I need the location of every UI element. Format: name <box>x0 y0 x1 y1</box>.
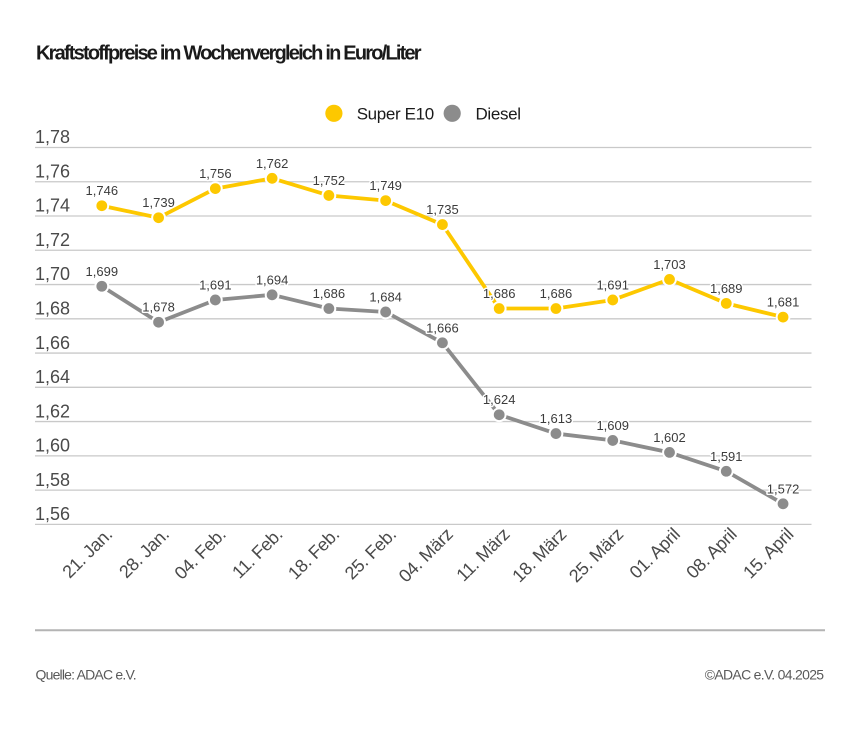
svg-text:Kraftstoffpreise im Wochenverg: Kraftstoffpreise im Wochenvergleich in E… <box>36 43 422 65</box>
svg-text:1,749: 1,749 <box>369 178 402 193</box>
svg-text:1,666: 1,666 <box>426 320 459 335</box>
svg-text:1,691: 1,691 <box>596 277 629 292</box>
svg-text:1,746: 1,746 <box>86 183 119 198</box>
svg-text:1,609: 1,609 <box>596 418 629 433</box>
svg-text:1,602: 1,602 <box>653 430 686 445</box>
svg-text:1,735: 1,735 <box>426 202 459 217</box>
svg-text:1,686: 1,686 <box>313 286 346 301</box>
svg-text:1,64: 1,64 <box>35 367 70 387</box>
svg-text:1,60: 1,60 <box>35 436 70 456</box>
svg-text:1,70: 1,70 <box>35 264 70 284</box>
svg-text:1,78: 1,78 <box>35 127 70 147</box>
svg-text:1,613: 1,613 <box>540 411 573 426</box>
svg-text:Diesel: Diesel <box>476 104 521 123</box>
svg-text:1,691: 1,691 <box>199 277 232 292</box>
svg-text:1,66: 1,66 <box>35 333 70 353</box>
svg-text:1,756: 1,756 <box>199 166 232 181</box>
svg-text:1,56: 1,56 <box>35 504 70 524</box>
svg-text:1,572: 1,572 <box>767 481 800 496</box>
svg-text:1,686: 1,686 <box>540 286 573 301</box>
svg-text:1,68: 1,68 <box>35 299 70 319</box>
svg-text:1,739: 1,739 <box>142 195 175 210</box>
svg-text:1,591: 1,591 <box>710 449 743 464</box>
svg-text:1,58: 1,58 <box>35 470 70 490</box>
svg-text:1,62: 1,62 <box>35 401 70 421</box>
svg-text:1,699: 1,699 <box>86 264 119 279</box>
svg-text:1,752: 1,752 <box>313 173 346 188</box>
svg-text:1,681: 1,681 <box>767 295 800 310</box>
svg-text:1,694: 1,694 <box>256 272 289 287</box>
svg-text:Quelle: ADAC e.V.: Quelle: ADAC e.V. <box>36 667 136 683</box>
svg-text:1,703: 1,703 <box>653 257 686 272</box>
svg-text:1,72: 1,72 <box>35 230 70 250</box>
svg-text:Super E10: Super E10 <box>357 104 434 123</box>
svg-text:1,762: 1,762 <box>256 156 289 171</box>
svg-text:1,689: 1,689 <box>710 281 743 296</box>
svg-text:1,76: 1,76 <box>35 161 70 181</box>
svg-text:1,678: 1,678 <box>142 300 175 315</box>
svg-text:1,74: 1,74 <box>35 196 70 216</box>
svg-text:1,684: 1,684 <box>369 289 402 304</box>
svg-text:©ADAC e.V. 04.2025: ©ADAC e.V. 04.2025 <box>705 667 825 683</box>
svg-text:1,686: 1,686 <box>483 286 516 301</box>
svg-text:1,624: 1,624 <box>483 392 516 407</box>
